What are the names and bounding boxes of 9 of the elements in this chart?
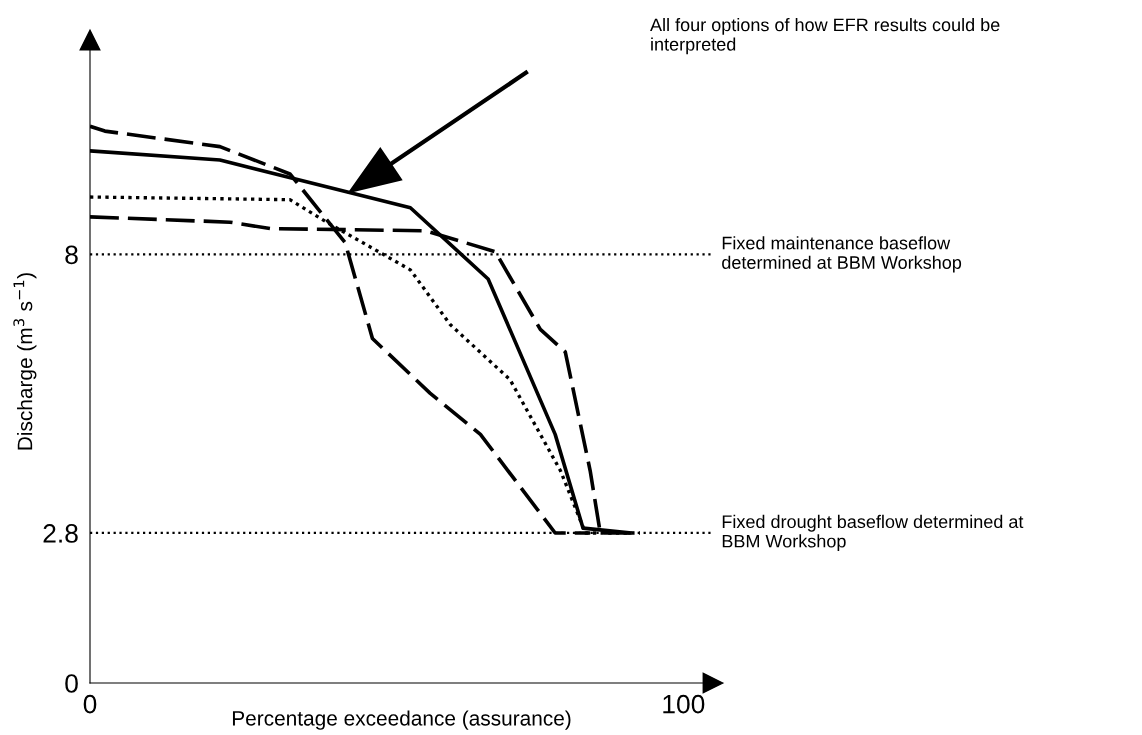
annotation: All four options of how EFR results could be interpreted: [650, 18, 1000, 55]
x-axis-title: Percentage exceedance (assurance): [232, 710, 571, 730]
ref-line-label: Fixed drought baseflow determined at BBM Workshop: [722, 514, 1024, 552]
y-tick-label: 2.8: [43, 524, 78, 543]
y-axis-title: Discharge (m$^{3}$ s$^{−1}$): [13, 273, 37, 450]
x-tick-label: 100: [663, 694, 705, 714]
y-tick-label: 0: [65, 674, 78, 693]
ref-line-label: Fixed maintenance baseflow determined at BBM Workshop: [722, 236, 962, 273]
y-tick-label: 8: [65, 245, 78, 265]
